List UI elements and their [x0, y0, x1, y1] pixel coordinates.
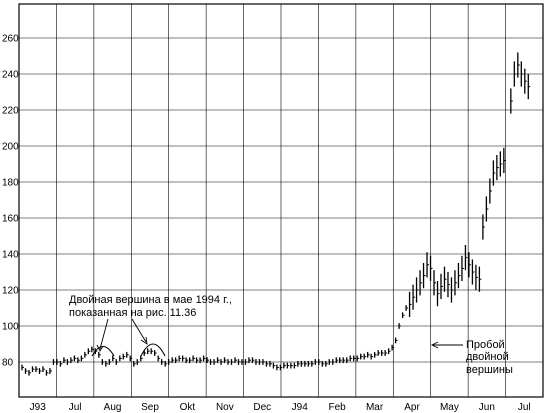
y-tick-label: 200: [2, 142, 19, 153]
gridlines: [19, 4, 543, 397]
y-tick-label: 240: [2, 70, 19, 81]
breakout-annotation-line-1: Пробой: [466, 339, 505, 351]
y-tick-label: 100: [2, 322, 19, 333]
x-tick-label: Aug: [104, 402, 122, 413]
y-tick-label: 260: [2, 34, 19, 45]
x-tick-label: J93: [30, 402, 47, 413]
y-tick-label: 160: [2, 214, 19, 225]
x-tick-label: Apr: [404, 402, 420, 413]
y-tick-label: 220: [2, 106, 19, 117]
breakout-annotation: Пробой двойной вершины: [430, 339, 513, 376]
breakout-arrowhead: [430, 341, 439, 349]
y-axis-ticks: 80 100 120 140 160 180 200 220 240 260: [2, 34, 19, 369]
annotation-arrowhead-right: [140, 336, 148, 345]
double-top-arc-right: [140, 343, 166, 357]
double-top-arc-left: [91, 345, 115, 357]
breakout-annotation-line-2: двойной: [466, 351, 509, 363]
x-tick-label: Jul: [518, 402, 531, 413]
x-tick-label: Sep: [141, 402, 159, 413]
double-top-annotation-line-1: Двойная вершина в мае 1994 г.,: [69, 294, 232, 306]
double-top-annotation-line-2: показанная на рис. 11.36: [69, 307, 196, 319]
y-tick-label: 80: [2, 358, 14, 369]
annotation-arrow-right: [131, 318, 147, 343]
double-top-annotation: Двойная вершина в мае 1994 г., показанна…: [69, 294, 232, 357]
annotation-arrow-left: [99, 318, 109, 350]
x-tick-label: Okt: [180, 402, 196, 413]
y-tick-label: 180: [2, 178, 19, 189]
x-tick-label: Feb: [329, 402, 347, 413]
x-tick-label: Dec: [253, 402, 271, 413]
y-tick-label: 140: [2, 250, 19, 261]
price-bars: [21, 52, 531, 376]
y-tick-label: 120: [2, 286, 19, 297]
x-tick-label: May: [440, 402, 459, 413]
x-tick-label: Jul: [69, 402, 82, 413]
x-tick-label: Mar: [366, 402, 384, 413]
x-tick-label: J94: [292, 402, 309, 413]
x-tick-label: Nov: [216, 402, 234, 413]
annotation-arrowhead-left: [96, 344, 104, 352]
x-tick-label: Jun: [479, 402, 495, 413]
plot-frame: [18, 3, 544, 398]
x-axis-ticks: J93 Jul Aug Sep Okt Nov Dec J94 Feb Mar Apr May Jun J…: [30, 402, 531, 413]
breakout-annotation-line-3: вершины: [466, 364, 513, 376]
